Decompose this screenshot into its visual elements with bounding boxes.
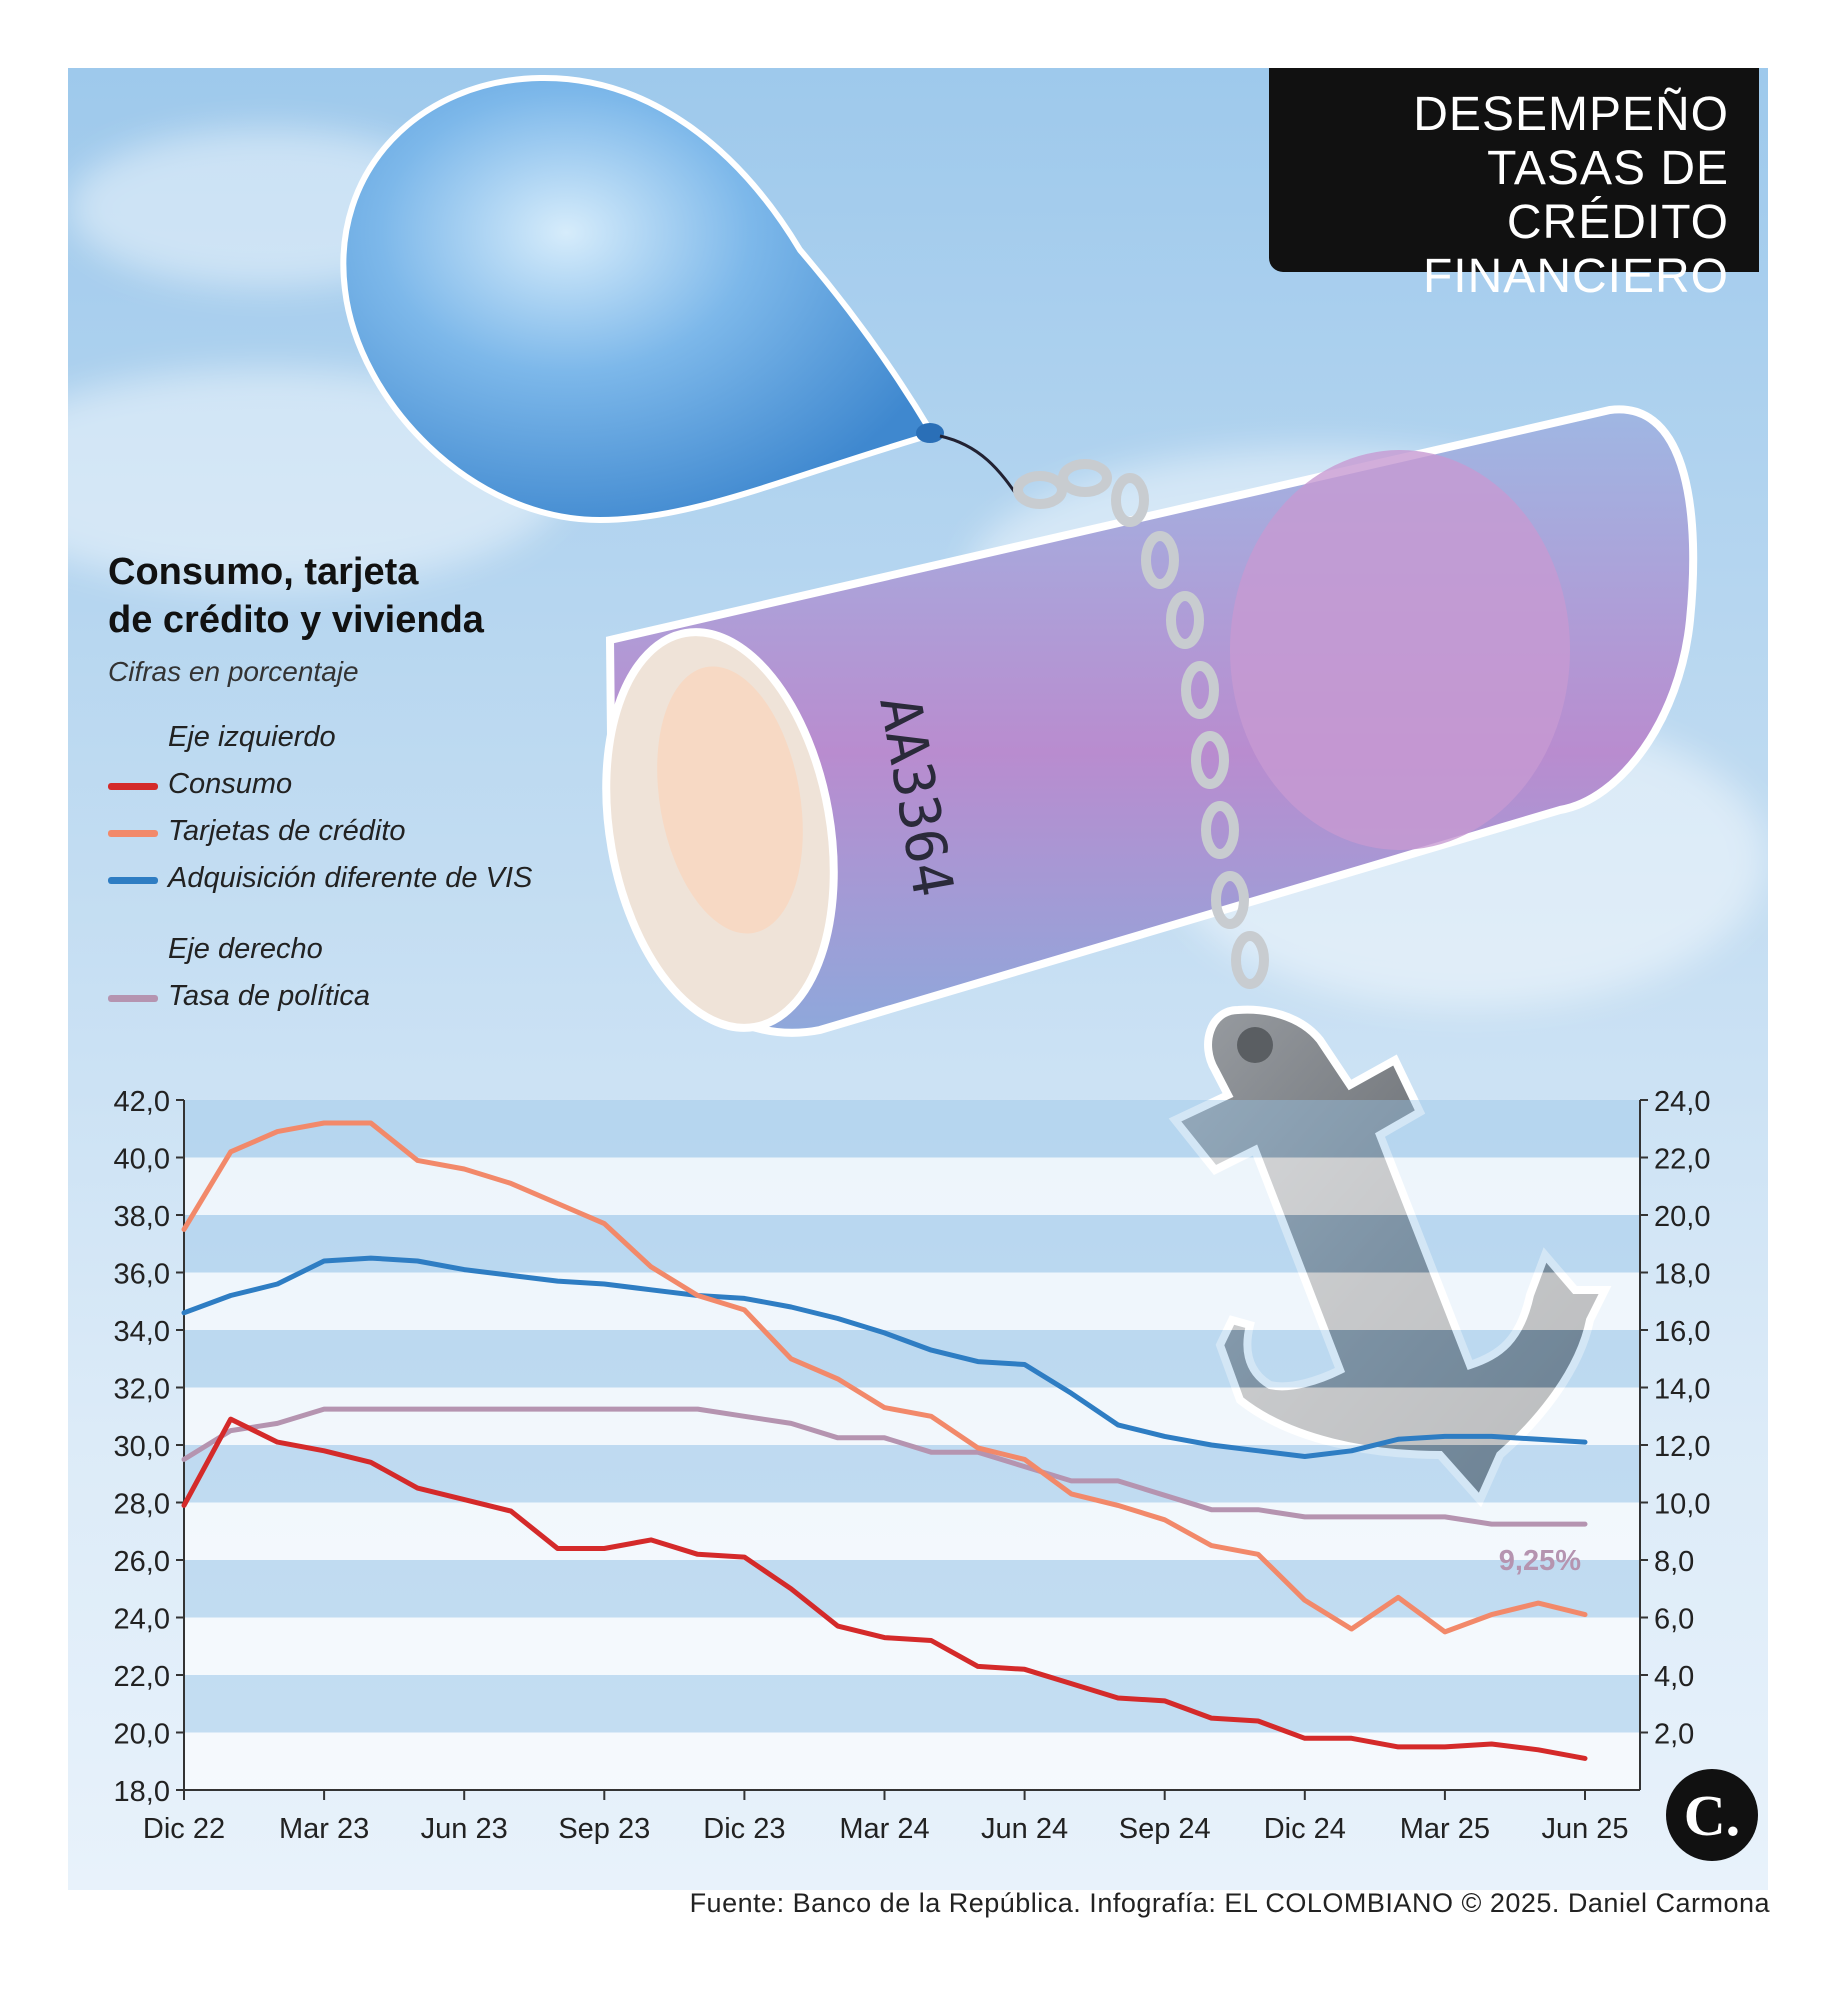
left-tick-label: 30,0 — [114, 1431, 170, 1463]
x-tick-label: Jun 24 — [981, 1813, 1068, 1845]
title-box: DESEMPEÑO TASAS DE CRÉDITO FINANCIERO — [1269, 68, 1759, 303]
right-tick-label: 2,0 — [1654, 1719, 1694, 1751]
legend-right-axis-text: Eje derecho — [168, 933, 323, 965]
x-tick-label: Jun 23 — [421, 1813, 508, 1845]
grid-band — [184, 1617, 1640, 1675]
source-credit: Fuente: Banco de la República. Infografí… — [689, 1888, 1770, 1918]
x-tick-label: Dic 22 — [143, 1813, 225, 1845]
x-tick-label: Sep 23 — [558, 1813, 650, 1845]
legend-swatch-tasa — [108, 995, 158, 1002]
grid-band — [184, 1157, 1640, 1215]
right-tick-label: 20,0 — [1654, 1201, 1710, 1233]
right-tick-label: 8,0 — [1654, 1546, 1694, 1578]
grid-band — [184, 1732, 1640, 1790]
legend-label-consumo: Consumo — [168, 768, 293, 800]
left-tick-label: 26,0 — [114, 1546, 170, 1578]
grid-band — [184, 1272, 1640, 1330]
plot-area: 18,0 20,0 22,0 24,0 26,0 28,0 30,0 32,0 34,0 36,0… — [114, 1086, 1711, 1845]
x-tick-label: Dic 24 — [1264, 1813, 1346, 1845]
right-tick-label: 10,0 — [1654, 1489, 1710, 1521]
left-tick-label: 20,0 — [114, 1719, 170, 1751]
legend-left-axis-text: Eje izquierdo — [168, 721, 336, 753]
x-tick-label: Mar 24 — [839, 1813, 929, 1845]
legend-swatch-tarjetas — [108, 830, 158, 837]
brand-logo-letter: C. — [1684, 1783, 1740, 1848]
series-line-tasa-de-pol-tica — [181, 1406, 1588, 1527]
chart-subtitle: Cifras en porcentaje — [108, 656, 359, 687]
grid-band — [184, 1330, 1640, 1388]
policy-rate-annotation: 9,25% — [1499, 1545, 1581, 1577]
left-tick-label: 18,0 — [114, 1776, 170, 1808]
legend-label-tasa: Tasa de política — [168, 980, 371, 1012]
left-tick-label: 42,0 — [114, 1086, 170, 1118]
right-tick-label: 14,0 — [1654, 1374, 1710, 1406]
grid-band — [184, 1675, 1640, 1733]
banknote-roll-icon: AA3364 — [602, 405, 1698, 1037]
left-tick-label: 32,0 — [114, 1374, 170, 1406]
chart-heading: Consumo, tarjeta de crédito y vivienda — [108, 548, 588, 644]
grid-band — [184, 1387, 1640, 1445]
legend-label-vis: Adquisición diferente de VIS — [168, 862, 533, 894]
series-line-tarjetas-de-cr-dito — [181, 1120, 1588, 1635]
grid-band — [184, 1560, 1640, 1618]
left-tick-label: 34,0 — [114, 1316, 170, 1348]
grid-band — [184, 1215, 1640, 1273]
legend-swatch-consumo — [108, 783, 158, 790]
x-tick-label: Mar 23 — [279, 1813, 369, 1845]
title-line-2: TASAS DE CRÉDITO — [1487, 142, 1729, 249]
left-tick-label: 22,0 — [114, 1661, 170, 1693]
right-tick-label: 18,0 — [1654, 1259, 1710, 1291]
title-line-3: FINANCIERO — [1422, 250, 1729, 303]
brand-logo: C. — [1666, 1769, 1758, 1861]
right-tick-label: 12,0 — [1654, 1431, 1710, 1463]
right-tick-label: 6,0 — [1654, 1604, 1694, 1636]
legend-label-tarjetas: Tarjetas de crédito — [168, 815, 406, 847]
left-tick-label: 36,0 — [114, 1259, 170, 1291]
chart-heading-line-1: Consumo, tarjeta — [108, 551, 419, 593]
balloon-icon — [340, 74, 1022, 524]
series-line-adquisici-n-diferente-de-vis — [181, 1255, 1588, 1459]
x-tick-label: Sep 24 — [1119, 1813, 1211, 1845]
grid-band — [184, 1502, 1640, 1560]
left-tick-label: 38,0 — [114, 1201, 170, 1233]
chart-heading-line-2: de crédito y vivienda — [108, 599, 484, 641]
title-line-1: DESEMPEÑO — [1413, 88, 1729, 141]
left-tick-label: 40,0 — [114, 1144, 170, 1176]
right-tick-label: 16,0 — [1654, 1316, 1710, 1348]
series-line-consumo — [181, 1416, 1588, 1761]
grid-band — [184, 1100, 1640, 1158]
legend-swatch-vis — [108, 877, 158, 884]
right-tick-label: 22,0 — [1654, 1144, 1710, 1176]
right-tick-label: 24,0 — [1654, 1086, 1710, 1118]
right-tick-label: 4,0 — [1654, 1661, 1694, 1693]
left-tick-label: 28,0 — [114, 1489, 170, 1521]
anchor-icon — [1168, 1005, 1612, 1508]
left-tick-label: 24,0 — [114, 1604, 170, 1636]
x-tick-label: Dic 23 — [703, 1813, 785, 1845]
grid-band — [184, 1445, 1640, 1503]
x-tick-label: Jun 25 — [1541, 1813, 1628, 1845]
x-tick-label: Mar 25 — [1400, 1813, 1490, 1845]
chain-icon — [1013, 459, 1269, 989]
